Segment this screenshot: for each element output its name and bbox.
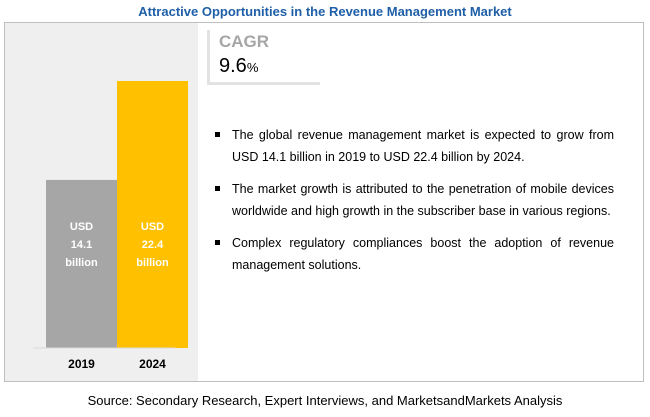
key-points-list: The global revenue management market is … bbox=[212, 124, 614, 286]
bar-data-label: billion bbox=[136, 257, 169, 269]
bar-data-label: 14.1 bbox=[71, 239, 92, 251]
bar-2019 bbox=[46, 179, 117, 348]
key-point: The market growth is attributed to the p… bbox=[212, 178, 614, 222]
source-note: Source: Secondary Research, Expert Inter… bbox=[87, 393, 563, 408]
cagr-box: CAGR 9.6% bbox=[207, 30, 320, 85]
chart-title: Attractive Opportunities in the Revenue … bbox=[138, 4, 512, 19]
cagr-number: 9.6 bbox=[219, 55, 247, 77]
bar-2024 bbox=[117, 81, 188, 348]
bar-data-label: USD bbox=[141, 221, 164, 233]
key-point: The global revenue management market is … bbox=[212, 124, 614, 168]
cagr-label: CAGR bbox=[219, 32, 270, 51]
bar-chart: USD 14.1 billion USD 22.4 billion 2019 2024 bbox=[33, 81, 188, 371]
x-tick-label: 2019 bbox=[68, 357, 95, 371]
cagr-value: 9.6% bbox=[219, 55, 258, 78]
key-point: Complex regulatory compliances boost the… bbox=[212, 232, 614, 276]
bar-data-label: USD bbox=[70, 221, 93, 233]
bar-data-label: 22.4 bbox=[142, 239, 164, 251]
x-tick-label: 2024 bbox=[139, 357, 166, 371]
cagr-unit: % bbox=[246, 60, 259, 75]
bar-data-label: billion bbox=[65, 257, 98, 269]
